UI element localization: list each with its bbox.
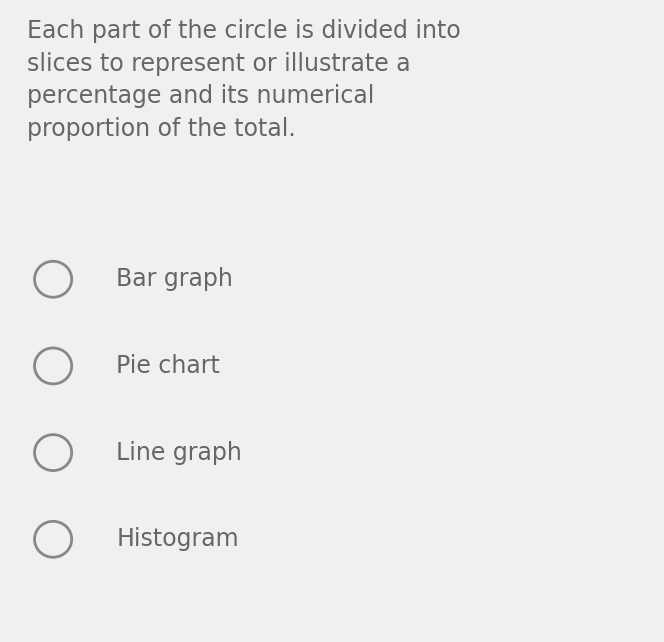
Text: Line graph: Line graph (116, 440, 242, 465)
Text: Pie chart: Pie chart (116, 354, 220, 378)
Text: Each part of the circle is divided into
slices to represent or illustrate a
perc: Each part of the circle is divided into … (27, 19, 460, 141)
Text: Histogram: Histogram (116, 527, 239, 551)
Text: Bar graph: Bar graph (116, 267, 233, 291)
